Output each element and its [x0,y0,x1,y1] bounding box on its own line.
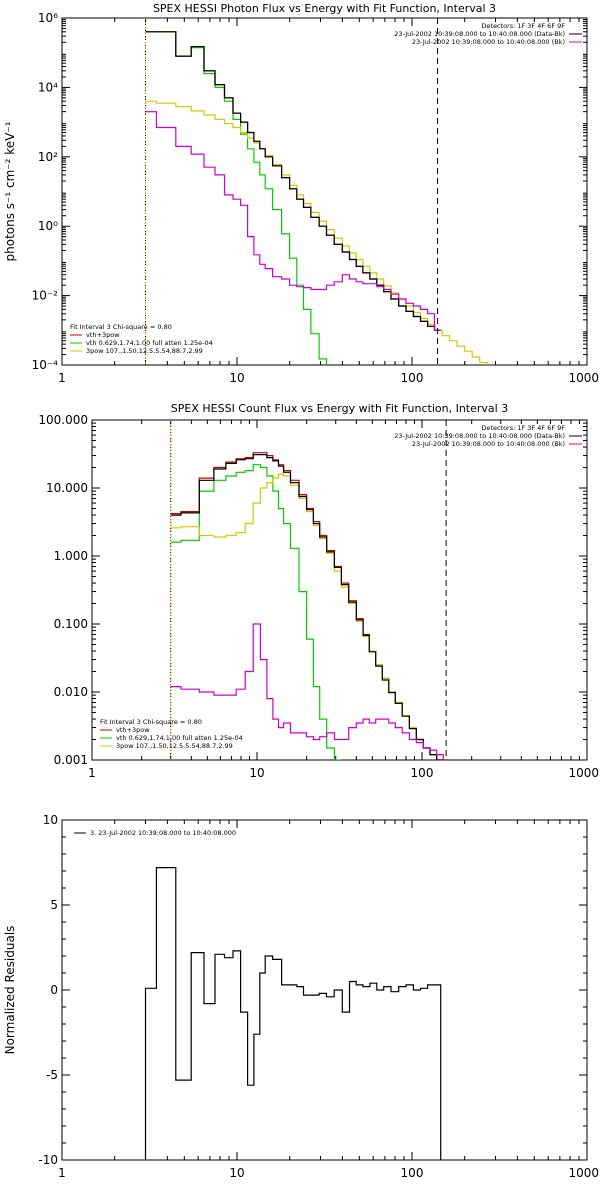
y-tick-label: -5 [46,1068,58,1082]
x-tick-label: 1000 [568,766,599,780]
series-line-1 [144,867,442,1160]
y-tick-label: 10⁴ [38,80,58,94]
legend-top-entry: 23-Jul-2002 10:39:08.000 to 10:40:08.000… [394,30,565,38]
series-line-2 [145,31,328,365]
series-line-3 [170,473,449,760]
series-line-3 [145,100,488,365]
legend-top-entry: 23-Jul-2002 10:39:08.000 to 10:40:08.000… [394,432,565,440]
y-tick-label: -10 [38,1153,58,1167]
plot-frame [61,17,588,366]
legend-inline-entry: 3. 23-Jul-2002 10:39:08.000 to 10:40:08.… [90,829,236,837]
y-tick-label: 10⁻⁴ [32,358,59,372]
y-tick-label: 10⁻² [32,289,59,303]
series-line-1 [170,452,449,760]
series-line-2 [170,464,342,760]
legend-bottom-entry: Fit Interval 3 Chi-square = 0.80 [70,323,172,331]
legend-bottom-entry: Fit Interval 3 Chi-square = 0.80 [100,718,202,726]
legend-bottom-entry: vth 0.629,1.74,1.00 full atten 1.25e-04 [116,734,243,742]
plot-frame [91,419,588,761]
legend-top-entry: 23-Jul-2002 10:39:08.000 to 10:40:08.000… [412,440,565,448]
legend-bottom-entry: 3pow 107.,1.50,12.5,5.54,88.7,2.99 [86,347,203,355]
plot-frame [61,819,588,1161]
y-tick-label: 10⁰ [38,219,58,233]
y-axis-label: Normalized Residuals [3,926,17,1055]
x-tick-label: 1000 [568,1166,599,1180]
x-tick-label: 1 [58,371,66,385]
x-tick-label: 10 [229,1166,244,1180]
legend-bottom-entry: vth 0.629,1.74,1.00 full atten 1.25e-04 [86,339,213,347]
chart-panel-1: SPEX HESSI Photon Flux vs Energy with Fi… [3,2,599,385]
series-line-5 [170,623,449,760]
x-tick-label: 10 [229,371,244,385]
x-tick-label: 100 [411,766,434,780]
y-tick-label: 0.001 [54,753,88,767]
y-tick-label: 10² [38,150,58,164]
x-tick-label: 1 [88,766,96,780]
y-tick-label: 0 [50,983,58,997]
y-tick-label: 0.100 [54,617,88,631]
y-tick-label: 5 [50,898,58,912]
chart-panel-2: SPEX HESSI Count Flux vs Energy with Fit… [38,402,599,780]
series-group [145,31,488,365]
x-tick-label: 100 [401,371,424,385]
legend-bottom-entry: vth+3pow [86,331,120,339]
chart-title: SPEX HESSI Count Flux vs Energy with Fit… [171,402,508,415]
y-axis-label: photons s⁻¹ cm⁻² keV⁻¹ [3,121,17,261]
y-tick-label: 10⁶ [38,11,58,25]
legend-top-entry: 23-Jul-2002 10:39:08.000 to 10:40:08.000… [412,38,565,46]
chart-title: SPEX HESSI Photon Flux vs Energy with Fi… [153,2,496,15]
legend-top-entry: Detectors: 1F 3F 4F 6F 9F [481,424,565,432]
series-group [144,867,442,1160]
legend-bottom-entry: vth+3pow [116,726,150,734]
series-line-4 [170,454,449,760]
legend-bottom-entry: 3pow 107.,1.50,12.5,5.54,88.7,2.99 [116,742,233,750]
series-line-4 [145,31,441,331]
chart-panel-3: 1 10 100 1000 -10 -5 0 5 10 Normalized Residuals 3… [3,813,599,1180]
x-tick-label: 10 [249,766,264,780]
y-tick-label: 1.000 [54,549,88,563]
x-tick-label: 100 [401,1166,424,1180]
y-tick-label: 10 [43,813,58,827]
y-tick-label: 0.010 [54,685,88,699]
series-line-5 [145,111,441,331]
y-tick-label: 10.000 [46,481,88,495]
series-group [170,452,449,760]
y-tick-label: 100.000 [38,413,88,427]
legend-top-entry: Detectors: 1F 3F 4F 6F 9F [481,22,565,30]
x-tick-label: 1000 [568,371,599,385]
x-tick-label: 1 [58,1166,66,1180]
